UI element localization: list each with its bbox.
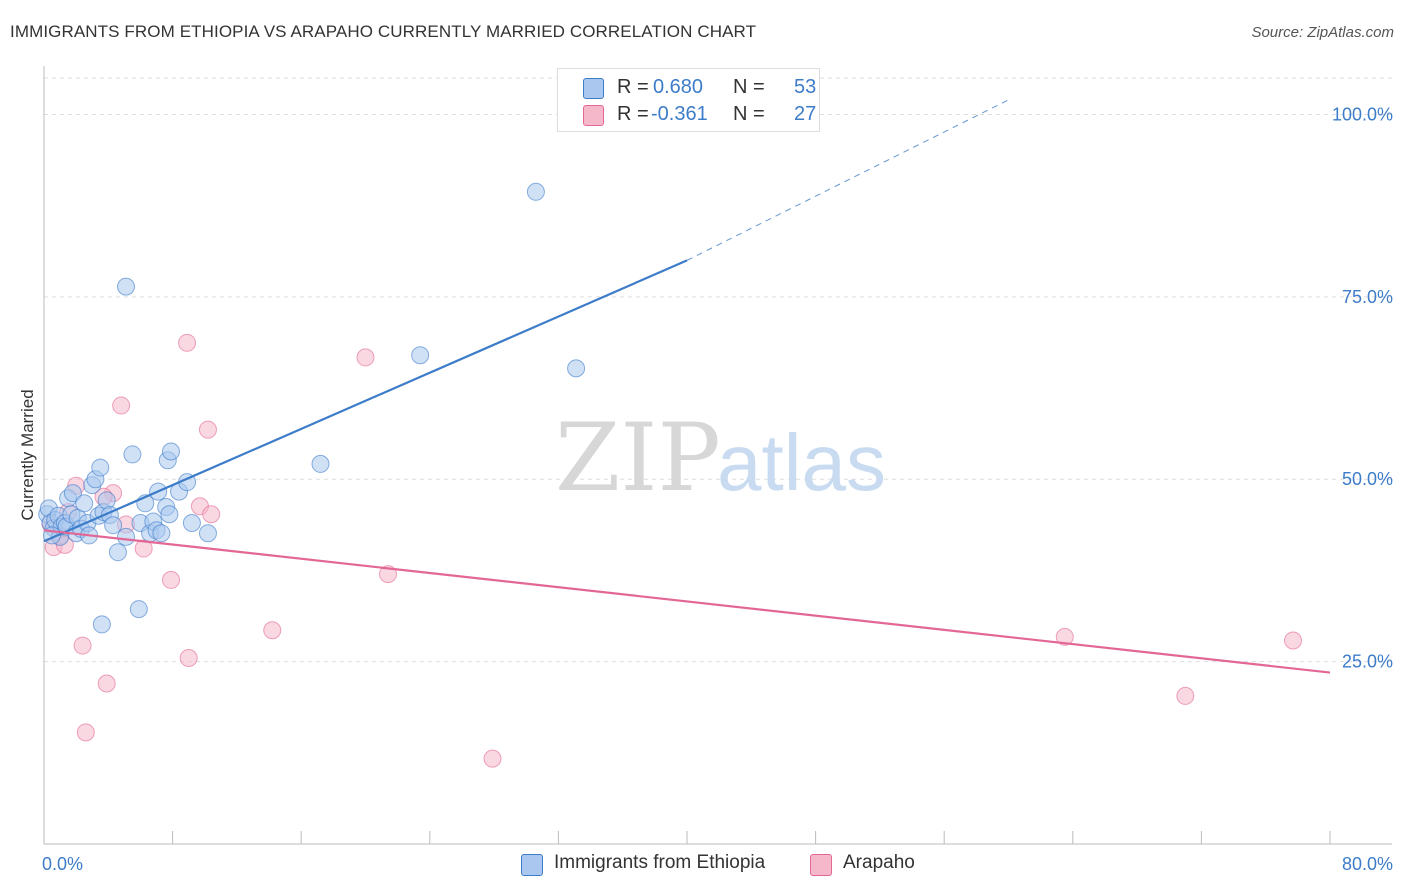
ethiopia-point <box>161 442 180 461</box>
ethiopia-point <box>97 491 116 510</box>
ethiopia-point <box>567 359 586 378</box>
arapaho-point <box>76 723 95 742</box>
ethiopia-point <box>160 505 179 524</box>
arapaho-point <box>179 648 198 667</box>
legend-r-label: R = <box>617 76 649 98</box>
arapaho-point <box>97 674 116 693</box>
arapaho-trend-line <box>43 529 1331 674</box>
y-tick-label: 25.0% <box>1342 652 1393 672</box>
y-axis-label: Currently Married <box>18 389 37 520</box>
axes <box>43 66 1392 845</box>
ethiopia-point <box>75 494 94 513</box>
source-credit: Source: ZipAtlas.com <box>1251 24 1394 41</box>
ethiopia-point <box>63 484 82 503</box>
legend-r-value: 0.680 <box>653 76 704 98</box>
arapaho-point <box>202 505 221 524</box>
ethiopia-point <box>526 182 545 201</box>
gridlines <box>44 77 1392 663</box>
watermark: ZIP atlas <box>555 404 886 513</box>
legend-r-label: R = <box>617 103 649 125</box>
arapaho-point <box>263 621 282 640</box>
ethiopia-point <box>311 454 330 473</box>
arapaho-point <box>178 333 197 352</box>
ethiopia-point <box>116 277 135 296</box>
series-swatch-blue <box>521 854 543 876</box>
legend-r-value: -0.361 <box>651 103 708 125</box>
y-tick-label: 100.0% <box>1332 104 1393 124</box>
arapaho-point <box>356 348 375 367</box>
arapaho-point <box>198 420 217 439</box>
arapaho-point <box>161 570 180 589</box>
legend-n-value: 53 <box>794 76 817 98</box>
ethiopia-trend-line <box>43 259 688 543</box>
y-tick-label: 50.0% <box>1342 469 1393 489</box>
legend-swatch-pink <box>583 105 604 126</box>
ethiopia-trend-extension <box>686 99 1009 261</box>
ethiopia-point <box>182 514 201 533</box>
x-tick-label-min: 0.0% <box>42 854 83 874</box>
correlation-legend: R = 0.680 N = 53 R = -0.361 N = 27 <box>557 68 820 132</box>
arapaho-point <box>134 539 153 558</box>
arapaho-point <box>112 396 131 415</box>
x-tick-label-max: 80.0% <box>1342 854 1393 874</box>
trend-lines <box>43 99 1331 674</box>
arapaho-point <box>483 749 502 768</box>
series-swatch-pink <box>810 854 832 876</box>
series-label: Immigrants from Ethiopia <box>554 852 766 873</box>
legend-n-label: N = <box>733 76 765 98</box>
watermark-atlas: atlas <box>717 418 886 507</box>
chart-title: IMMIGRANTS FROM ETHIOPIA VS ARAPAHO CURR… <box>10 22 757 41</box>
ethiopia-point <box>92 615 111 634</box>
ethiopia-point <box>198 524 217 543</box>
ethiopia-point <box>129 600 148 619</box>
legend-n-label: N = <box>733 103 765 125</box>
ethiopia-point <box>116 527 135 546</box>
ethiopia-point <box>123 445 142 464</box>
arapaho-point <box>1176 686 1195 705</box>
legend-swatch-blue <box>583 78 604 99</box>
arapaho-point <box>1055 627 1074 646</box>
tick-labels: 25.0% 50.0% 75.0% 100.0% 0.0% 80.0% <box>42 104 1393 874</box>
series-label: Arapaho <box>843 852 915 873</box>
y-tick-label: 75.0% <box>1342 287 1393 307</box>
arapaho-point <box>73 636 92 655</box>
ethiopia-point <box>411 346 430 365</box>
ethiopia-point <box>91 458 110 477</box>
ethiopia-point <box>152 524 171 543</box>
watermark-zip: ZIP <box>555 404 721 513</box>
arapaho-point <box>1284 631 1303 650</box>
ethiopia-point <box>108 543 127 562</box>
ethiopia-point <box>104 516 123 535</box>
legend-n-value: 27 <box>794 103 817 125</box>
